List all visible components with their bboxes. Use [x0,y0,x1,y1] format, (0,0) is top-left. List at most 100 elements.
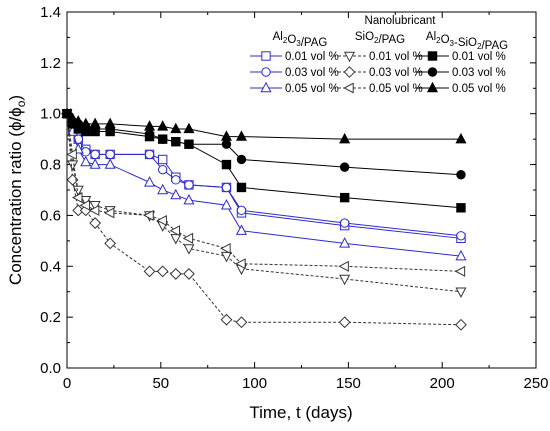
data-point [339,237,351,248]
y-axis-label: Concentration ratio (ϕ/ϕo) [6,95,28,285]
legend-title: Nanolubricant [365,15,437,27]
data-point [339,132,351,144]
data-point [235,130,247,141]
legend-label: 0.05 vol % [285,83,339,95]
data-point [157,183,169,195]
data-point [220,198,232,210]
data-point [339,192,350,203]
data-point [339,218,350,228]
data-point [456,231,466,241]
legend-entry: 0.05 vol % [250,81,339,95]
legend-subscript: 2 [283,36,288,45]
data-point [171,175,181,185]
data-point [235,258,246,270]
legend-label: 0.03 vol % [285,67,339,79]
x-tick-label: 200 [430,375,455,392]
data-point [220,130,232,141]
data-point [71,192,83,204]
series-line [66,113,461,176]
data-point [221,139,232,149]
series-1 [62,109,466,244]
data-point [170,234,182,245]
data-point [183,244,195,255]
data-point [170,188,182,200]
legend-label: 0.01 vol % [369,51,423,63]
legend-entry: 0.01 vol % [416,51,506,63]
data-point [454,265,466,277]
data-point [339,274,351,286]
series-line [66,113,462,237]
data-point [455,318,467,331]
data-point [455,132,467,144]
axis-layer: 0 50 100 150 200 250 0.0 0.2 0.4 0.6 0.8 1.0 1.2 1.4 [40,4,548,392]
x-tick-label: 150 [336,375,361,392]
y-axis-label-main: Concentration ratio (ϕ/ϕ [6,107,25,285]
data-point [236,154,247,165]
x-tick-label: 0 [63,375,71,392]
data-point [144,129,155,139]
data-point [104,117,116,129]
data-point [143,209,154,221]
legend-marker [261,51,271,61]
series-line [66,113,461,140]
y-tick-label: 0.0 [40,360,61,377]
data-point [236,205,247,216]
y-axis-label-close: ) [6,95,25,101]
data-point [80,117,92,129]
data-point [220,242,231,255]
y-tick-label: 0.6 [40,207,61,224]
data-point [184,180,194,190]
data-point [104,237,117,250]
legend-label: 0.03 vol % [452,67,506,79]
data-point [144,120,156,131]
legend-marker [343,51,356,63]
x-tick-label: 250 [523,375,548,392]
series-line [66,113,462,239]
data-point [183,268,195,280]
y-tick-label: 1.0 [40,106,61,123]
data-point [221,182,232,193]
legend-entry: 0.05 vol % [333,82,423,95]
legend-marker [427,51,438,61]
legend-label: 0.01 vol % [452,51,506,63]
legend-entry: 0.03 vol % [250,67,339,79]
data-point [220,251,232,263]
data-point [170,122,182,134]
data-point [89,158,101,169]
data-point [157,164,168,175]
data-point [183,193,195,205]
legend-label: 0.01 vol % [285,51,339,63]
data-point [72,185,84,197]
series-9 [61,107,467,144]
y-axis-label-sub: o [14,100,28,107]
data-point [143,265,156,278]
data-point [169,225,181,237]
legend-entry: 0.01 vol % [250,51,339,63]
data-point [169,268,182,280]
x-tick-label: 50 [152,375,169,392]
legend-marker [426,81,439,93]
series-layer [60,107,467,331]
series-8 [62,109,466,180]
legend-entry: 0.01 vol % [333,51,423,63]
data-point [236,182,247,193]
x-axis-label: Time, t (days) [249,403,352,422]
data-point [80,155,92,167]
legend-marker [261,67,271,77]
data-point [235,316,248,329]
series-line [66,113,461,326]
data-point [338,260,349,272]
y-tick-label: 1.2 [40,55,61,72]
legend-subscript: 2 [477,42,482,51]
data-point [72,115,84,126]
legend-entry: 0.03 vol % [416,67,506,79]
legend-label: 0.05 vol % [452,83,506,95]
y-tick-label: 0.4 [40,258,61,275]
x-tick-label: 100 [242,375,267,392]
data-point [456,170,466,180]
data-point [221,159,232,170]
data-point [104,158,116,169]
data-point [61,107,73,118]
legend-subscript: 2 [436,36,441,45]
